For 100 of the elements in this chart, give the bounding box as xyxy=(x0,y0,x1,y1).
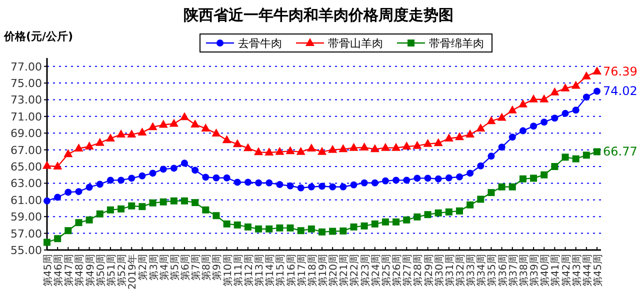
y-tick-label: 57.00 xyxy=(10,227,42,240)
y-tick-label: 69.00 xyxy=(10,127,42,140)
point xyxy=(318,146,326,155)
point xyxy=(86,184,93,191)
x-tick-label: 第18周 xyxy=(306,254,318,287)
x-tick-label: 第38周 xyxy=(518,254,530,287)
point xyxy=(255,179,262,186)
point xyxy=(286,146,295,154)
x-tick-label: 第36周 xyxy=(496,254,509,287)
point xyxy=(255,225,262,232)
point xyxy=(96,180,104,188)
x-tick-label: 第46周 xyxy=(52,254,65,287)
y-tick-label: 63.00 xyxy=(10,177,42,190)
point xyxy=(382,218,389,226)
x-tick-label: 第3周 xyxy=(148,254,160,280)
x-tick-label: 第4周 xyxy=(158,254,170,280)
point xyxy=(106,176,114,184)
x-tick-label: 第26周 xyxy=(391,254,404,287)
x-tick-label: 第29周 xyxy=(422,254,435,287)
point xyxy=(530,174,538,182)
point xyxy=(149,199,156,206)
x-tick-label: 第25周 xyxy=(380,254,392,287)
point xyxy=(64,149,73,158)
x-tick-label: 第40周 xyxy=(539,254,552,287)
point xyxy=(594,148,600,156)
x-tick-label: 第14周 xyxy=(264,254,276,287)
point xyxy=(434,209,442,216)
x-tick-label: 第50周 xyxy=(94,254,107,287)
point xyxy=(582,71,591,80)
point xyxy=(286,182,294,190)
point xyxy=(169,118,178,127)
data-label: 74.02 xyxy=(603,84,637,98)
point xyxy=(455,132,464,140)
legend-label: 去骨牛肉 xyxy=(238,37,282,50)
point xyxy=(350,223,358,230)
point xyxy=(519,175,526,182)
point xyxy=(116,129,126,138)
point xyxy=(530,122,538,130)
point xyxy=(201,123,210,132)
point xyxy=(477,162,484,170)
point xyxy=(392,176,400,184)
point xyxy=(318,182,326,190)
point xyxy=(190,119,200,128)
x-tick-label: 第19周 xyxy=(317,254,329,287)
point xyxy=(244,223,252,230)
point xyxy=(232,139,242,148)
y-tick-label: 77.00 xyxy=(10,60,42,74)
x-tick-label: 第42周 xyxy=(560,254,572,287)
point xyxy=(276,224,284,232)
x-tick-label: 第24周 xyxy=(370,254,382,287)
point xyxy=(594,88,600,95)
x-tick-label: 第48周 xyxy=(74,254,86,287)
x-tick-label: 第47周 xyxy=(63,254,76,287)
point xyxy=(498,183,506,190)
point xyxy=(244,178,252,186)
point xyxy=(412,140,422,149)
point xyxy=(275,146,284,155)
x-tick-label: 第52周 xyxy=(116,254,128,287)
x-tick-label: 第20周 xyxy=(328,254,340,287)
point xyxy=(160,166,167,173)
point xyxy=(350,181,358,188)
point xyxy=(424,211,432,218)
x-tick-label: 第16周 xyxy=(285,254,298,287)
legend-label: 带骨绵羊肉 xyxy=(429,37,484,50)
point xyxy=(138,172,146,180)
point xyxy=(54,194,62,201)
y-tick-label: 73.00 xyxy=(10,94,42,107)
point xyxy=(328,144,338,153)
point xyxy=(296,146,306,155)
x-tick-label: 第17周 xyxy=(296,254,308,287)
data-label: 66.77 xyxy=(603,144,637,159)
point xyxy=(138,203,146,210)
point xyxy=(466,201,474,208)
x-tick-label: 第34周 xyxy=(476,254,488,287)
point xyxy=(477,196,484,203)
point xyxy=(192,199,199,206)
x-tick-label: 第39周 xyxy=(528,254,541,287)
point xyxy=(181,160,188,167)
point xyxy=(508,105,517,114)
point xyxy=(340,227,347,234)
point xyxy=(360,142,369,150)
x-tick-label: 第22周 xyxy=(348,254,361,287)
point xyxy=(266,179,273,186)
point xyxy=(318,228,326,236)
x-tick-label: 第45周 xyxy=(42,254,54,287)
point xyxy=(424,174,432,182)
y-tick-label: 71.00 xyxy=(10,110,42,124)
point xyxy=(488,189,495,196)
x-tick-label: 第30周 xyxy=(433,254,446,287)
point xyxy=(223,174,230,182)
x-tick-label: 第21周 xyxy=(338,254,350,287)
x-tick-label: 第23周 xyxy=(359,254,372,287)
point xyxy=(571,80,580,89)
point xyxy=(192,166,199,174)
point xyxy=(508,183,516,190)
data-label: 76.39 xyxy=(603,64,637,78)
point xyxy=(340,183,347,190)
point xyxy=(180,112,189,120)
point xyxy=(234,221,241,228)
point xyxy=(158,120,168,128)
